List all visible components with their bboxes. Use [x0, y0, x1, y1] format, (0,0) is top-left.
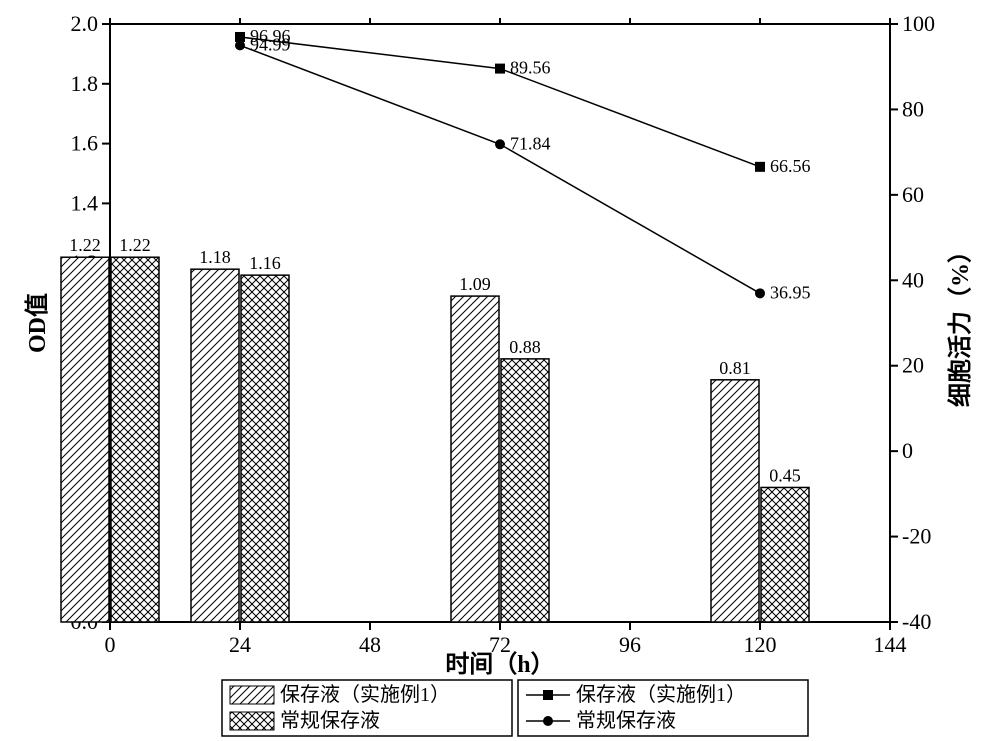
y-right-tick-label: 0	[902, 438, 913, 463]
legend-square-marker	[543, 690, 553, 700]
legend-label: 常规保存液	[280, 709, 380, 732]
legend-label: 保存液（实施例1）	[280, 683, 450, 706]
bars-group: 1.22 1.18 1.09 0.81 1.22 1.16 0.88 0.45	[61, 235, 809, 622]
square-marker	[495, 64, 505, 74]
bar-value-label: 0.81	[719, 358, 751, 378]
x-tick-label: 24	[229, 632, 251, 657]
legend-swatch-diag	[230, 686, 274, 704]
bar	[451, 296, 499, 622]
y-right-axis-label: 细胞活力（%）	[946, 239, 974, 407]
x-tick-label: 48	[359, 632, 381, 657]
bar	[111, 257, 159, 622]
bar-value-label: 1.22	[119, 235, 151, 255]
y-right-ticks: -40 -20 0 20 40 60 80 100	[890, 11, 935, 634]
lines-group: 96.9689.5666.5694.9971.8436.95	[235, 26, 811, 302]
y-left-tick-label: 1.6	[71, 131, 99, 156]
x-tick-label: 144	[874, 632, 907, 657]
bar-value-label: 1.09	[459, 274, 491, 294]
bar-value-label: 0.88	[509, 337, 541, 357]
bar	[761, 487, 809, 622]
y-right-tick-label: 100	[902, 11, 935, 36]
bar	[711, 380, 759, 622]
bar-value-label: 1.22	[69, 235, 101, 255]
legend: 保存液（实施例1） 常规保存液 保存液（实施例1） 常规保存液	[222, 680, 808, 736]
line-value-label: 36.95	[770, 282, 811, 302]
bar-value-label: 1.18	[199, 247, 231, 267]
y-right-tick-label: -20	[902, 524, 931, 549]
bar-value-label: 1.16	[249, 253, 281, 273]
y-left-tick-label: 2.0	[71, 11, 99, 36]
bar-value-label: 0.45	[769, 465, 801, 485]
bar	[501, 359, 549, 622]
y-right-tick-label: 40	[902, 267, 924, 292]
chart-svg: 0.00.20.40.60.81.01.21.41.61.82.0 OD值 -4…	[0, 0, 1000, 741]
y-right-tick-label: 60	[902, 182, 924, 207]
y-left-tick-label: 1.4	[71, 190, 99, 215]
legend-label: 常规保存液	[576, 709, 676, 732]
y-right-tick-label: 80	[902, 96, 924, 121]
line-value-label: 66.56	[770, 156, 811, 176]
y-right-tick-label: 20	[902, 353, 924, 378]
circle-marker	[495, 139, 505, 149]
square-marker	[755, 162, 765, 172]
x-axis-label: 时间（h）	[445, 651, 554, 678]
x-tick-label: 120	[744, 632, 777, 657]
x-tick-label: 0	[105, 632, 116, 657]
bar	[191, 269, 239, 622]
legend-label: 保存液（实施例1）	[576, 683, 746, 706]
y-left-tick-label: 1.8	[71, 71, 99, 96]
chart-container: 0.00.20.40.60.81.01.21.41.61.82.0 OD值 -4…	[0, 0, 1000, 741]
line-value-label: 94.99	[250, 34, 291, 54]
circle-marker	[235, 40, 245, 50]
line-series	[240, 45, 760, 293]
legend-circle-marker	[543, 716, 553, 726]
line-value-label: 89.56	[510, 58, 551, 78]
bar	[241, 275, 289, 622]
line-value-label: 71.84	[510, 133, 551, 153]
circle-marker	[755, 288, 765, 298]
y-right-tick-label: -40	[902, 609, 931, 634]
x-tick-label: 96	[619, 632, 641, 657]
legend-swatch-cross	[230, 712, 274, 730]
y-left-axis-label: OD值	[23, 293, 51, 353]
bar	[61, 257, 109, 622]
